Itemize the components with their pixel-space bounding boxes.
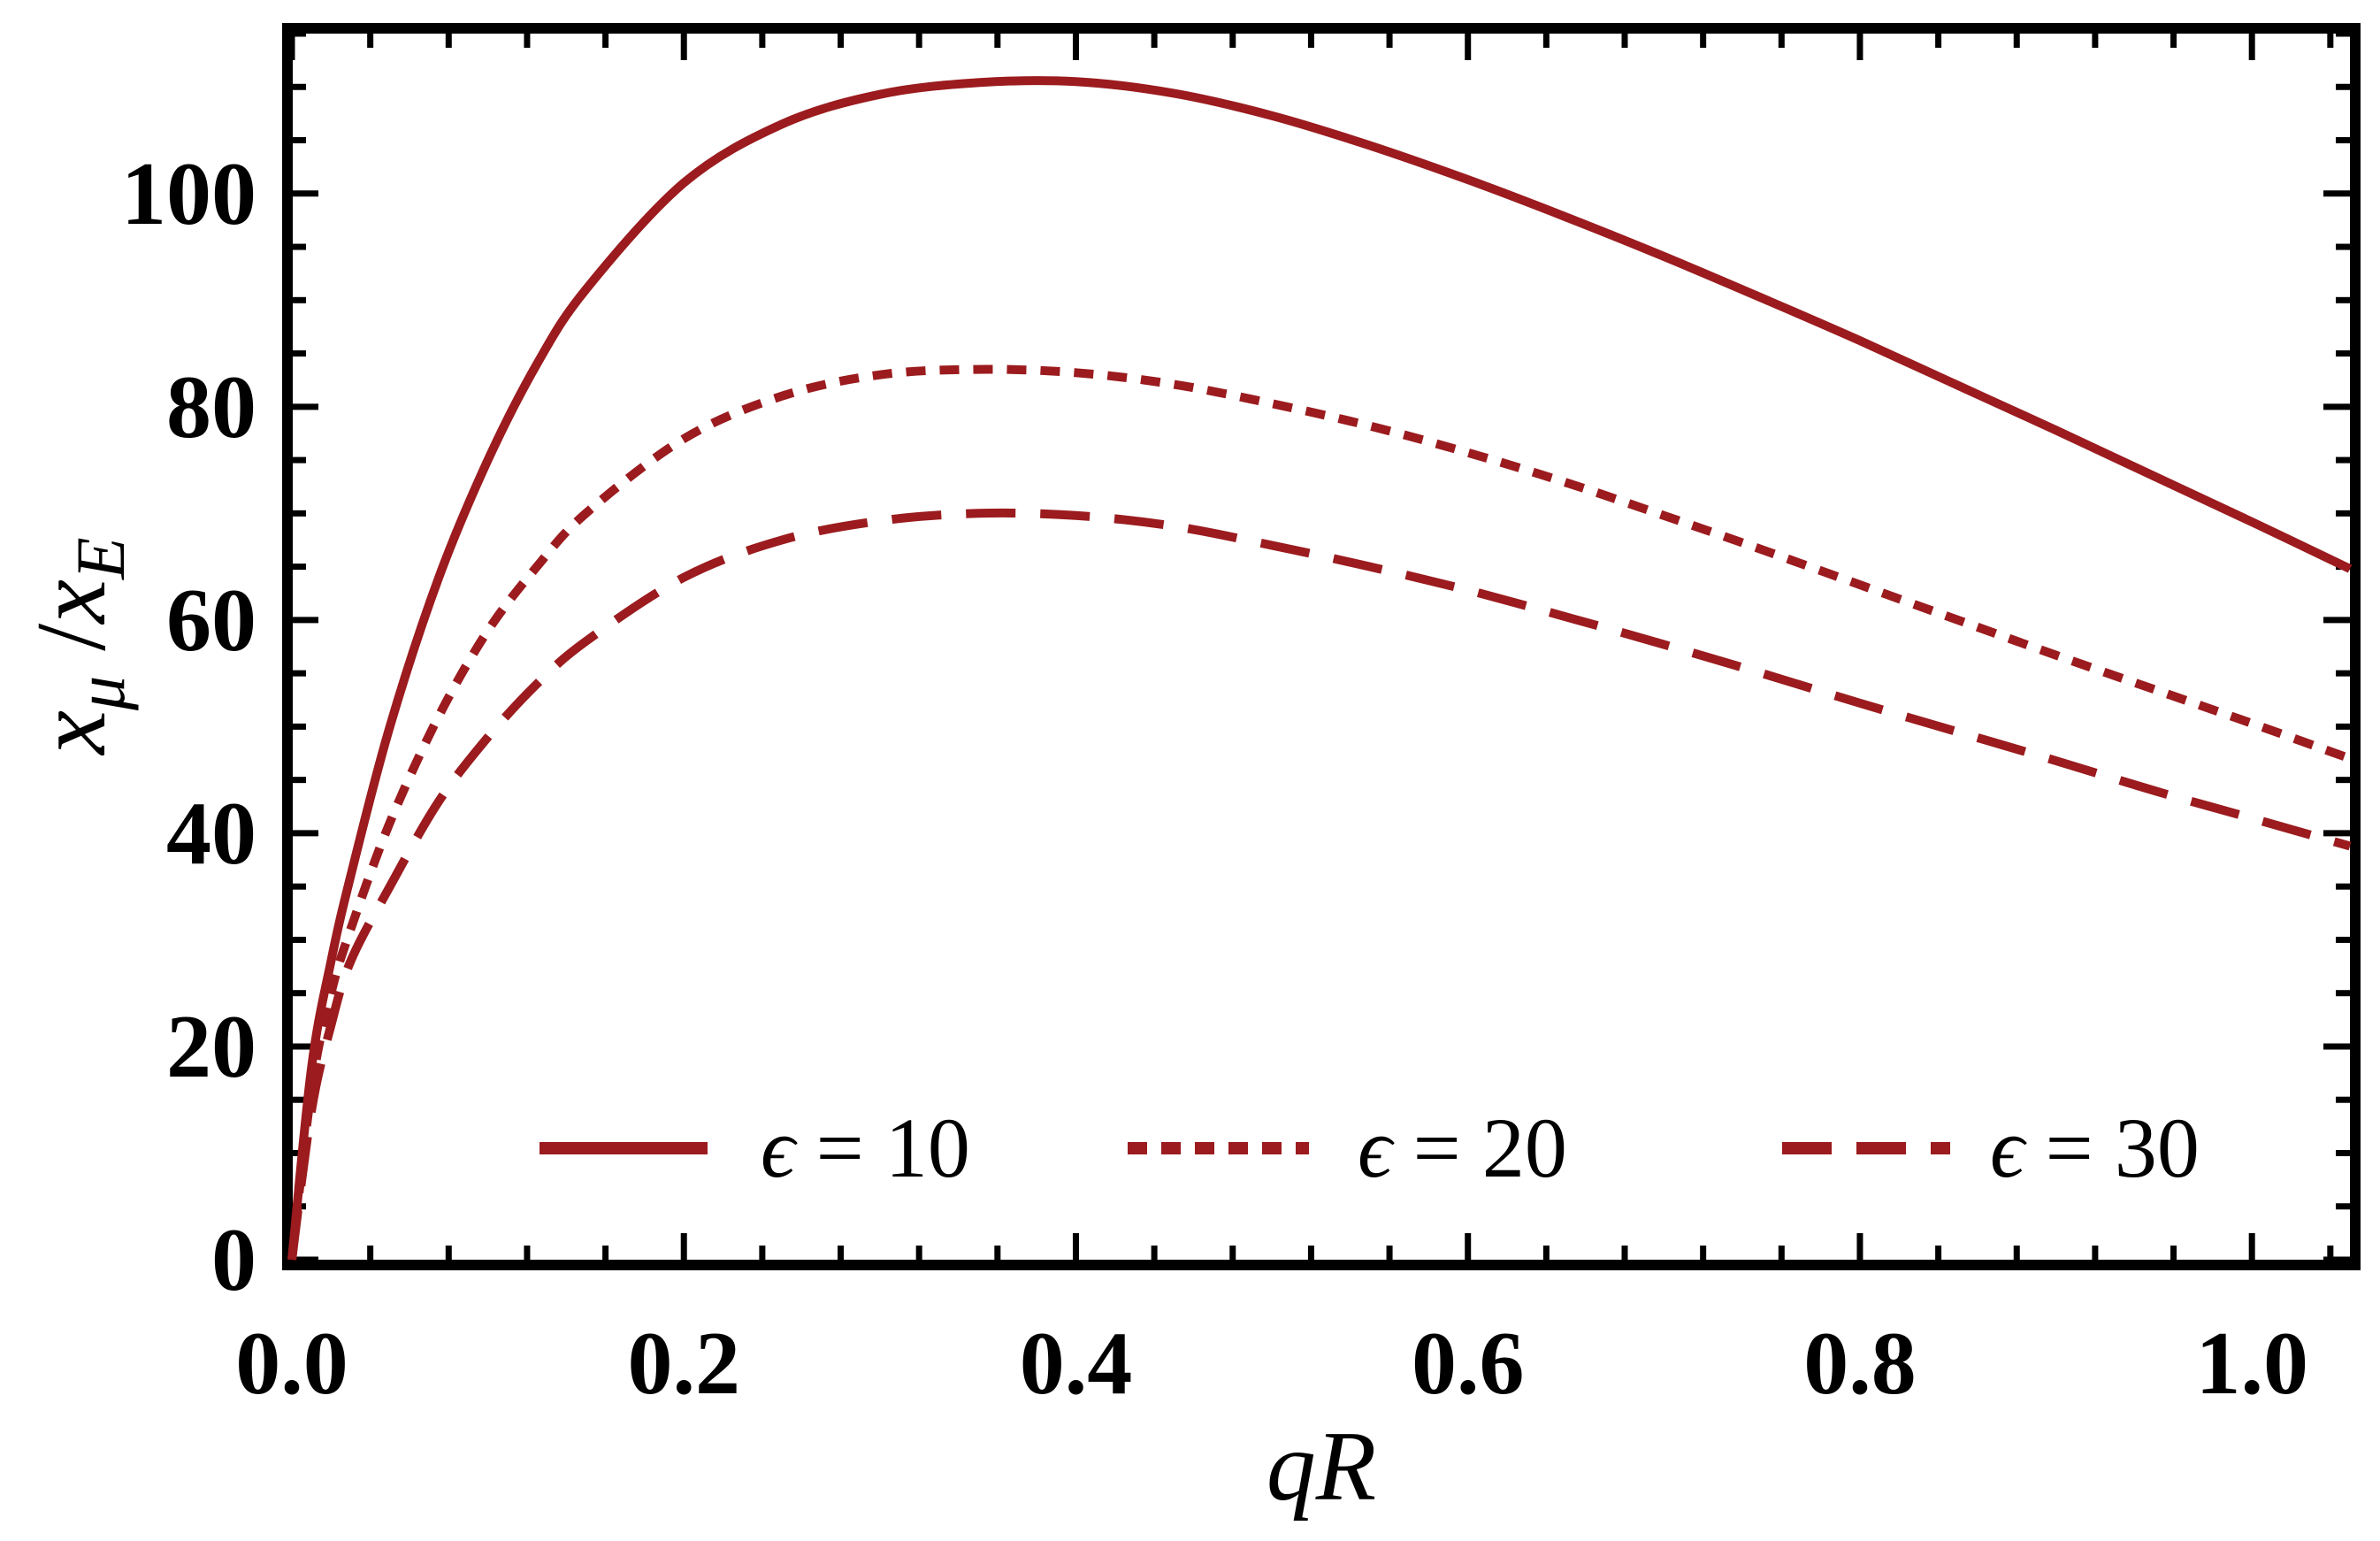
y-tick-labels: 0 20 40 60 80 100 (121, 144, 256, 1310)
legend-label-eps30: ϵ = 30 (1990, 1100, 2200, 1195)
y-axis-label: xμ /xE (17, 537, 139, 755)
y-label-sub1: μ (62, 676, 139, 711)
y-label-x1: x (17, 710, 126, 756)
series-line-1 (287, 76, 2353, 1261)
x-tick-label: 0.6 (1412, 1314, 1525, 1414)
y-tick-label: 20 (166, 997, 256, 1097)
x-tick-label: 0.2 (627, 1314, 740, 1414)
x-tick-label: 0.8 (1803, 1314, 1917, 1414)
x-tick-label: 0.4 (1020, 1314, 1133, 1414)
x-tick-labels: 0.0 0.2 0.4 0.6 0.8 1.0 (235, 1314, 2308, 1414)
y-tick-label: 0 (211, 1210, 256, 1310)
y-tick-label: 60 (166, 571, 256, 671)
y-tick-label: 100 (121, 144, 256, 244)
x-axis-label: qR (1267, 1412, 1376, 1522)
series-line-2 (287, 364, 2352, 1261)
x-tick-label: 0.0 (235, 1314, 348, 1414)
y-label-slash: / (17, 623, 126, 676)
y-tick-label: 80 (166, 357, 256, 457)
y-label-x2: x (17, 579, 126, 625)
y-tick-label: 40 (166, 784, 256, 884)
plot-frame (282, 23, 2361, 1270)
x-tick-label: 1.0 (2195, 1314, 2308, 1414)
legend: ϵ = 10 ϵ = 20 ϵ = 30 (540, 1100, 2200, 1195)
series-line-3 (287, 508, 2352, 1261)
legend-label-eps10: ϵ = 10 (761, 1100, 970, 1195)
legend-label-eps20: ϵ = 20 (1358, 1100, 1567, 1195)
curves (287, 76, 2353, 1261)
y-label-sub2: E (62, 537, 139, 580)
tick-marks (288, 30, 2350, 1263)
